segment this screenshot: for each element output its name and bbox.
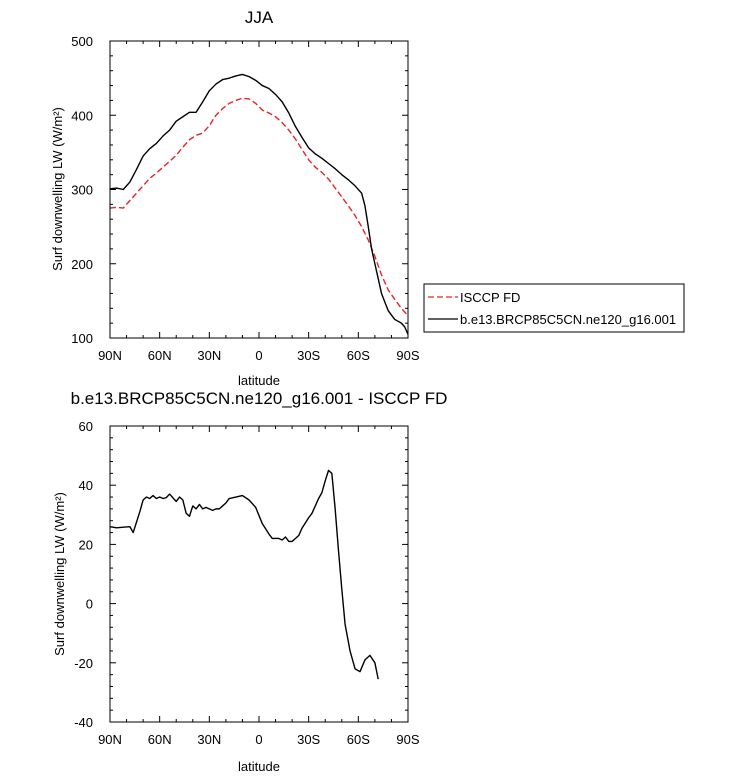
bottom-xlabel: latitude — [238, 759, 280, 774]
top-ytick-label: 300 — [71, 183, 93, 198]
bottom-ytick-label: 20 — [79, 537, 93, 552]
bottom-chart-title: b.e13.BRCP85C5CN.ne120_g16.001 - ISCCP F… — [71, 389, 448, 408]
legend-box — [423, 283, 685, 333]
legend: ISCCP FD b.e13.BRCP85C5CN.ne120_g16.001 — [423, 283, 685, 333]
top-ylabel: Surf downwelling LW (W/m²) — [50, 107, 65, 271]
bottom-xtick-label: 30S — [297, 732, 320, 747]
top-xtick-label: 90S — [396, 348, 419, 363]
bottom-ytick-label: 0 — [86, 597, 93, 612]
bottom-xtick-label: 60S — [347, 732, 370, 747]
top-plot-area — [109, 73, 409, 335]
top-series-line-0 — [109, 97, 409, 317]
top-chart-title: JJA — [245, 8, 274, 27]
bottom-xtick-label: 30N — [197, 732, 221, 747]
top-plot-frame — [109, 40, 409, 339]
bottom-xtick-label: 90N — [98, 732, 122, 747]
legend-label-model: b.e13.BRCP85C5CN.ne120_g16.001 — [460, 312, 676, 327]
bottom-ytick-label: -20 — [74, 656, 93, 671]
bottom-plot-area — [109, 469, 379, 680]
top-ytick-label: 200 — [71, 257, 93, 272]
bottom-ytick-label: 40 — [79, 478, 93, 493]
top-xtick-label: 60N — [148, 348, 172, 363]
top-xtick-label: 30S — [297, 348, 320, 363]
top-xlabel: latitude — [238, 373, 280, 388]
top-ytick-label: 500 — [71, 34, 93, 49]
bottom-axis-ticks: 90N 60N 30N 0 30S 60S 90S -40 -20 0 20 40 60 — [74, 419, 420, 747]
top-xtick-label: 30N — [197, 348, 221, 363]
bottom-series-line-0 — [109, 469, 379, 680]
top-xtick-label: 0 — [255, 348, 262, 363]
top-chart: JJA 90N 60N 30N 0 30S 60S 90S 100 200 300 400 500 l… — [50, 8, 685, 388]
legend-label-isccp: ISCCP FD — [460, 290, 520, 305]
top-axis-ticks: 90N 60N 30N 0 30S 60S 90S 100 200 300 400 500 — [71, 34, 420, 363]
bottom-xtick-label: 0 — [255, 732, 262, 747]
top-xtick-label: 90N — [98, 348, 122, 363]
bottom-ytick-label: 60 — [79, 419, 93, 434]
top-ytick-label: 100 — [71, 331, 93, 346]
top-series-line-1 — [109, 73, 409, 335]
top-xtick-label: 60S — [347, 348, 370, 363]
bottom-plot-frame — [109, 425, 409, 723]
bottom-chart: b.e13.BRCP85C5CN.ne120_g16.001 - ISCCP F… — [52, 389, 447, 774]
bottom-ylabel: Surf downwelling LW (W/m²) — [52, 492, 67, 656]
bottom-xtick-label: 90S — [396, 732, 419, 747]
bottom-xtick-label: 60N — [148, 732, 172, 747]
top-ytick-label: 400 — [71, 108, 93, 123]
bottom-ytick-label: -40 — [74, 715, 93, 730]
